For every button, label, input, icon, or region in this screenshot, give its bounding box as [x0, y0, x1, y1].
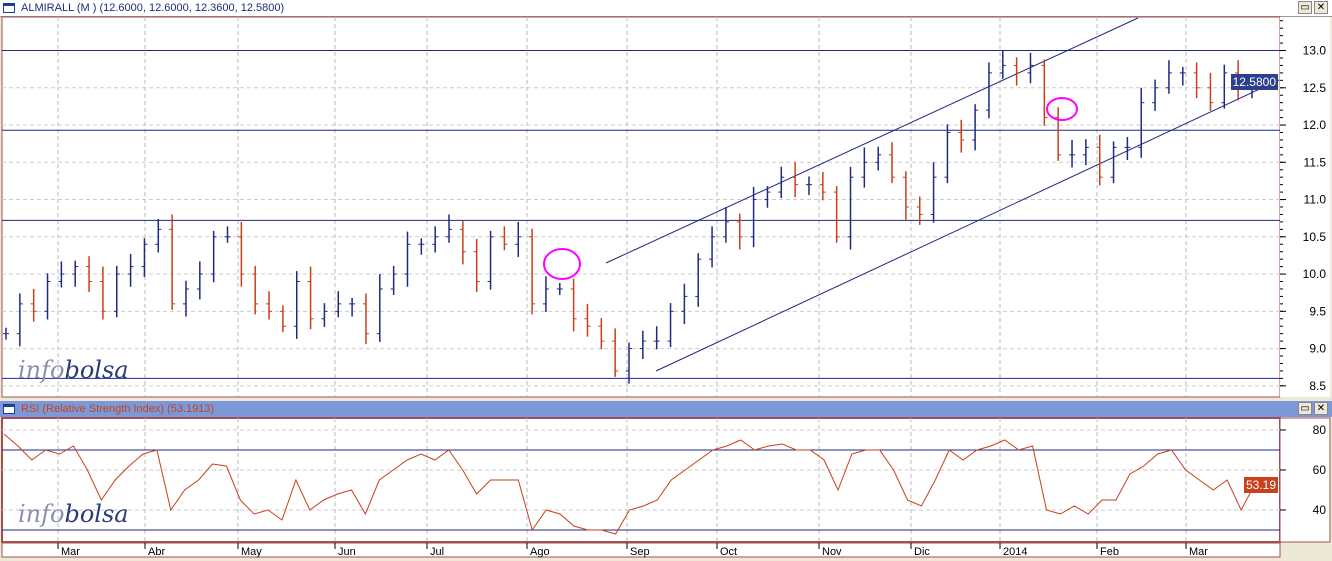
panel-icon: [3, 404, 15, 414]
highlight-circle: [543, 248, 581, 280]
last-rsi-label: 53.19: [1243, 477, 1278, 493]
price-axis-area: [1280, 17, 1330, 397]
highlight-circle: [1046, 97, 1078, 121]
y-tick-label: 40: [1313, 503, 1327, 517]
price-panel-titlebar: ALMIRALL (M ) (12.6000, 12.6000, 12.3600…: [0, 0, 1332, 17]
trend-channel-lower: [655, 79, 1280, 372]
restore-button[interactable]: ▭: [1298, 1, 1312, 14]
x-tick-label: Mar: [1189, 546, 1208, 558]
watermark-logo: infobolsa: [18, 500, 129, 528]
price-panel-title: ALMIRALL (M ) (12.6000, 12.6000, 12.3600…: [21, 2, 285, 14]
x-tick-label: Dic: [914, 546, 930, 558]
x-tick-label: Jun: [338, 546, 356, 558]
close-button[interactable]: ✕: [1314, 1, 1328, 14]
price-plot-area: [1, 16, 1281, 398]
rsi-plot-area: [1, 417, 1281, 543]
y-tick-label: 11.0: [1304, 193, 1327, 207]
x-tick-label: May: [241, 546, 262, 558]
x-tick-label: Sep: [630, 546, 650, 558]
y-tick-label: 13.0: [1303, 44, 1327, 58]
x-tick-label: Jul: [430, 546, 444, 558]
y-tick-label: 9.0: [1309, 342, 1326, 356]
x-tick-label: Feb: [1100, 546, 1119, 558]
rsi-panel-titlebar: RSI (Relative Strength Index) (53.1913) …: [0, 401, 1332, 417]
y-tick-label: 9.5: [1309, 304, 1326, 318]
y-tick-label: 10.5: [1303, 230, 1327, 244]
x-tick-label: Ago: [530, 546, 550, 558]
rsi-line: [3, 433, 1256, 535]
rsi-panel-title: RSI (Relative Strength Index) (53.1913): [21, 403, 215, 415]
y-tick-label: 80: [1313, 423, 1327, 437]
restore-button[interactable]: ▭: [1298, 402, 1312, 415]
y-tick-label: 10.0: [1303, 267, 1327, 281]
rsi-axis-area: [1279, 417, 1331, 543]
panel-icon: [3, 3, 15, 13]
x-tick-label: Abr: [148, 546, 165, 558]
y-tick-label: 11.5: [1304, 155, 1327, 169]
x-tick-label: Mar: [61, 546, 80, 558]
last-price-label: 12.5800: [1230, 74, 1278, 90]
x-tick-label: Oct: [720, 546, 737, 558]
y-tick-label: 12.5: [1303, 81, 1327, 95]
close-button[interactable]: ✕: [1314, 402, 1328, 415]
x-axis-area: [1, 542, 1281, 558]
y-tick-label: 60: [1313, 463, 1327, 477]
trend-channel-upper: [605, 17, 1139, 264]
watermark-logo: infobolsa: [18, 356, 129, 384]
y-tick-label: 8.5: [1309, 379, 1326, 393]
x-tick-label: Nov: [822, 546, 842, 558]
y-tick-label: 12.0: [1303, 118, 1327, 132]
x-tick-label: 2014: [1003, 546, 1027, 558]
